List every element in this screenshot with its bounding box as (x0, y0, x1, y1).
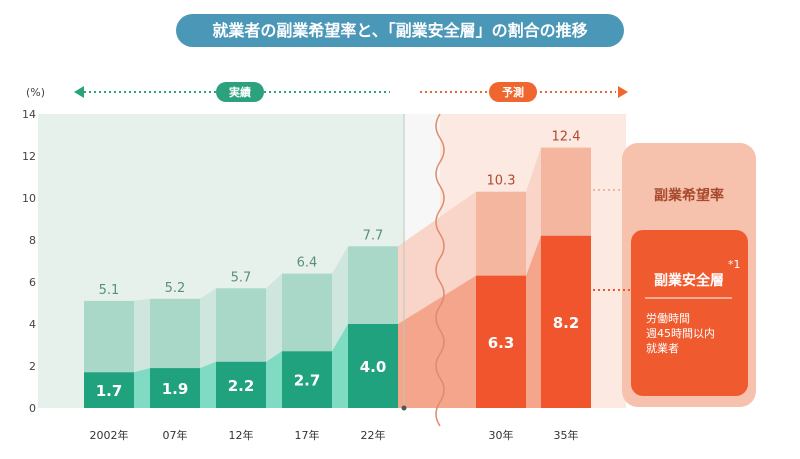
bar-safe-5 (476, 275, 526, 408)
legend-safe-desc-3: 就業者 (646, 341, 679, 355)
x-tick-label-3: 17年 (295, 428, 320, 442)
value-label-safe-6: 8.2 (553, 314, 580, 332)
origin-dot (401, 405, 407, 411)
x-tick-label-2: 12年 (229, 428, 254, 442)
bar-safe-2 (216, 361, 266, 408)
forecast-period-pill (489, 82, 537, 102)
value-label-safe-2: 2.2 (228, 377, 255, 395)
bridge-safe-1 (200, 361, 216, 408)
bridge-layer (134, 147, 541, 408)
bridge-safe-0 (134, 368, 150, 408)
legend-safe-desc-2: 週45時間以内 (646, 326, 715, 340)
bar-layer (84, 147, 591, 408)
value-label-hope-6: 12.4 (552, 130, 581, 145)
value-label-hope-1: 5.2 (165, 281, 186, 296)
value-labels: 5.1 1.7 5.2 1.9 5.7 2.2 6.4 2.7 7.7 4.0 10.3 6.3 12.… (96, 130, 581, 401)
axis-break-wave (435, 113, 445, 427)
y-tick-label-4: 4 (29, 318, 36, 331)
y-tick-label-6: 6 (29, 276, 36, 289)
bridge-safe-2 (266, 351, 282, 408)
bridge-safe-5 (526, 235, 541, 408)
legend-hope-label: 副業希望率 (654, 187, 724, 204)
actual-period-label: 実績 (229, 85, 251, 99)
y-unit-label: (%) (26, 86, 45, 99)
x-tick-label-5: 30年 (489, 428, 514, 442)
bridge-safe-3 (332, 324, 348, 408)
bar-safe-0 (84, 372, 134, 408)
y-tick-label-12: 12 (22, 150, 36, 163)
actual-arrow-head (74, 86, 84, 98)
value-label-safe-0: 1.7 (96, 382, 123, 400)
value-label-hope-5: 10.3 (487, 174, 516, 189)
value-label-hope-4: 7.7 (363, 228, 384, 243)
forecast-period-label: 予測 (502, 85, 524, 99)
legend-safe-box (631, 230, 748, 396)
x-tick-label-6: 35年 (554, 428, 579, 442)
chart-title: 就業者の副業希望率と、「副業安全層」の割合の推移 (212, 21, 587, 40)
x-tick-label-1: 07年 (163, 428, 188, 442)
value-label-hope-3: 6.4 (297, 256, 318, 271)
bar-safe-1 (150, 368, 200, 408)
forecast-arrow-head (618, 86, 628, 98)
y-axis: 0 2 4 6 8 10 12 14 (22, 108, 36, 415)
y-tick-label-14: 14 (22, 108, 36, 121)
x-tick-label-0: 2002年 (90, 428, 129, 442)
legend-safe-label: 副業安全層 (654, 272, 724, 289)
value-label-hope-0: 5.1 (99, 283, 120, 298)
bridge-safe-4 (398, 275, 476, 408)
bar-safe-3 (282, 351, 332, 408)
y-tick-label-10: 10 (22, 192, 36, 205)
y-tick-label-0: 0 (29, 402, 36, 415)
legend-safe-note: *1 (728, 258, 741, 271)
title-pill (176, 14, 624, 47)
bar-safe-4 (348, 324, 398, 408)
actual-period-pill (216, 82, 264, 102)
legend-safe-desc-1: 労働時間 (646, 311, 690, 325)
value-label-safe-4: 4.0 (360, 358, 387, 376)
value-label-hope-2: 5.7 (231, 270, 252, 285)
x-axis: 2002年 07年 12年 17年 22年 30年 35年 (90, 428, 579, 442)
x-tick-label-4: 22年 (361, 428, 386, 442)
value-label-safe-3: 2.7 (294, 372, 321, 390)
y-tick-label-8: 8 (29, 234, 36, 247)
bar-safe-6 (541, 235, 591, 408)
value-label-safe-1: 1.9 (162, 380, 189, 398)
value-label-safe-5: 6.3 (488, 334, 515, 352)
y-tick-label-2: 2 (29, 360, 36, 373)
